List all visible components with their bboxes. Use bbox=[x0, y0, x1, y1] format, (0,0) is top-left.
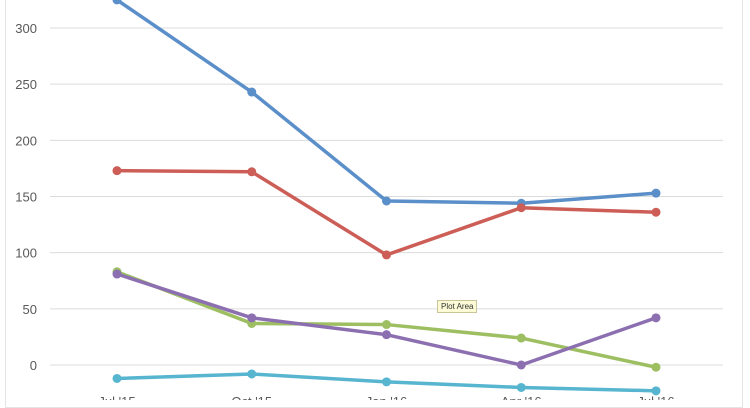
data-point[interactable] bbox=[112, 0, 122, 5]
data-point[interactable] bbox=[247, 369, 257, 379]
data-point[interactable] bbox=[247, 87, 257, 97]
y-tick-label: 100 bbox=[15, 246, 37, 261]
data-point[interactable] bbox=[516, 203, 526, 213]
y-tick-label: 50 bbox=[23, 302, 37, 317]
series-2[interactable] bbox=[112, 166, 661, 260]
y-tick-label: 200 bbox=[15, 133, 37, 148]
data-point[interactable] bbox=[516, 382, 526, 392]
series-4[interactable] bbox=[112, 269, 661, 370]
data-point[interactable] bbox=[382, 320, 391, 330]
data-point[interactable] bbox=[112, 373, 122, 383]
plot-area-tooltip: Plot Area bbox=[437, 300, 478, 313]
series-1[interactable] bbox=[112, 0, 661, 208]
data-point[interactable] bbox=[516, 333, 526, 343]
series-5[interactable] bbox=[112, 369, 661, 396]
series-line[interactable] bbox=[116, 270, 657, 369]
data-point[interactable] bbox=[382, 330, 391, 340]
y-tick-label: 250 bbox=[15, 77, 37, 92]
data-point[interactable] bbox=[516, 360, 526, 370]
series-3[interactable] bbox=[112, 267, 661, 372]
x-tick-label: Jul '16 bbox=[637, 394, 674, 400]
data-point[interactable] bbox=[247, 313, 257, 323]
x-tick-label: Jan '16 bbox=[366, 394, 408, 400]
data-point[interactable] bbox=[382, 196, 391, 206]
data-point[interactable] bbox=[651, 386, 661, 396]
data-point[interactable] bbox=[382, 250, 391, 260]
data-point[interactable] bbox=[651, 362, 661, 372]
data-point[interactable] bbox=[651, 188, 661, 198]
data-point[interactable] bbox=[247, 167, 257, 177]
data-point[interactable] bbox=[382, 377, 391, 387]
y-tick-label: 150 bbox=[15, 190, 37, 205]
x-tick-label: Apr '16 bbox=[501, 394, 542, 400]
y-tick-label: 300 bbox=[15, 21, 37, 36]
y-tick-label: 0 bbox=[30, 358, 37, 373]
data-point[interactable] bbox=[112, 269, 122, 279]
data-point[interactable] bbox=[651, 313, 661, 323]
series-line[interactable] bbox=[116, 168, 657, 257]
data-point[interactable] bbox=[112, 166, 122, 176]
x-tick-label: Oct '15 bbox=[231, 394, 272, 400]
data-point[interactable] bbox=[651, 207, 661, 217]
x-tick-label: Jul '15 bbox=[98, 394, 135, 400]
